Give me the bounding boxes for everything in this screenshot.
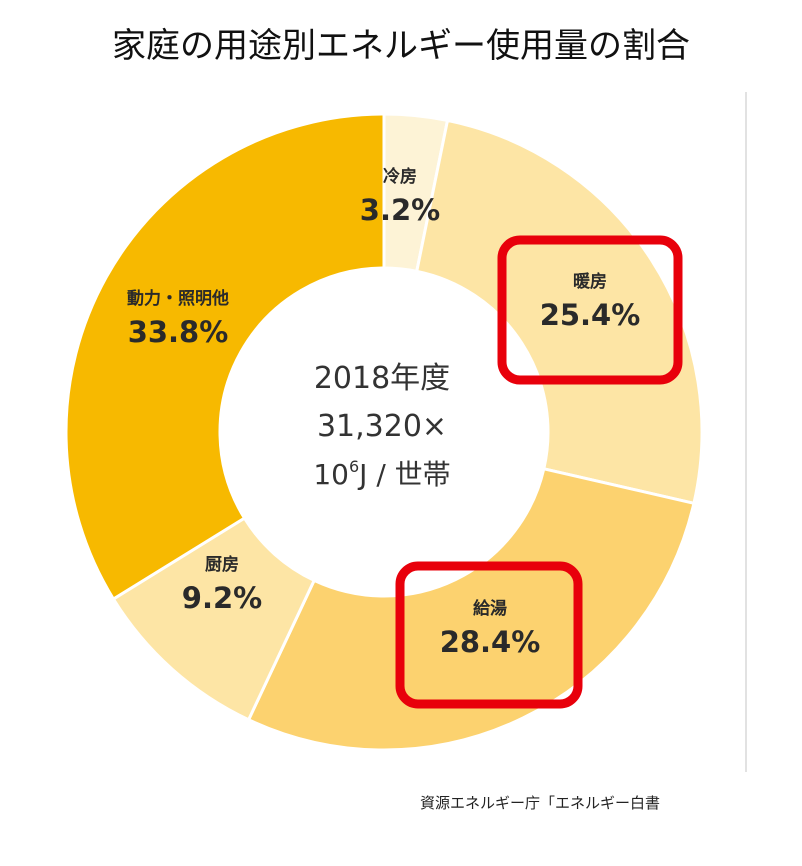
chart-title: 家庭の用途別エネルギー使用量の割合 (112, 26, 690, 66)
center-unit-base: 10 (313, 458, 349, 491)
slice-value-1: 25.4% (540, 298, 641, 332)
center-unit-rest: J / 世帯 (357, 458, 451, 491)
highlight-box-2 (395, 561, 583, 709)
slice-value-2: 28.4% (440, 625, 541, 659)
slice-label-2: 給湯 (473, 598, 507, 619)
center-unit: 106J / 世帯 (313, 457, 450, 491)
slice-2 (246, 466, 696, 752)
center-amount: 31,320× (317, 409, 447, 444)
frame-divider (745, 92, 747, 772)
source-note: 資源エネルギー庁「エネルギー白書 (420, 794, 661, 812)
donut-slices (64, 112, 704, 752)
center-unit-sup: 6 (349, 457, 359, 476)
slice-value-4: 33.8% (128, 315, 229, 349)
center-text: 2018年度 31,320× 106J / 世帯 (313, 361, 450, 491)
slice-label-3: 厨房 (205, 554, 239, 575)
highlight-box-1 (497, 235, 683, 385)
slice-label-1: 暖房 (573, 271, 607, 292)
highlight-boxes (395, 235, 683, 709)
slice-labels: 冷房 3.2% 暖房 25.4% 給湯 28.4% 厨房 9.2% 動力・照明他 33.8% (127, 166, 640, 659)
slice-value-0: 3.2% (360, 193, 440, 227)
slice-label-4: 動力・照明他 (127, 288, 229, 309)
slice-4 (64, 112, 386, 602)
slice-value-3: 9.2% (182, 581, 262, 615)
slice-label-0: 冷房 (383, 166, 417, 187)
center-year: 2018年度 (314, 361, 450, 396)
